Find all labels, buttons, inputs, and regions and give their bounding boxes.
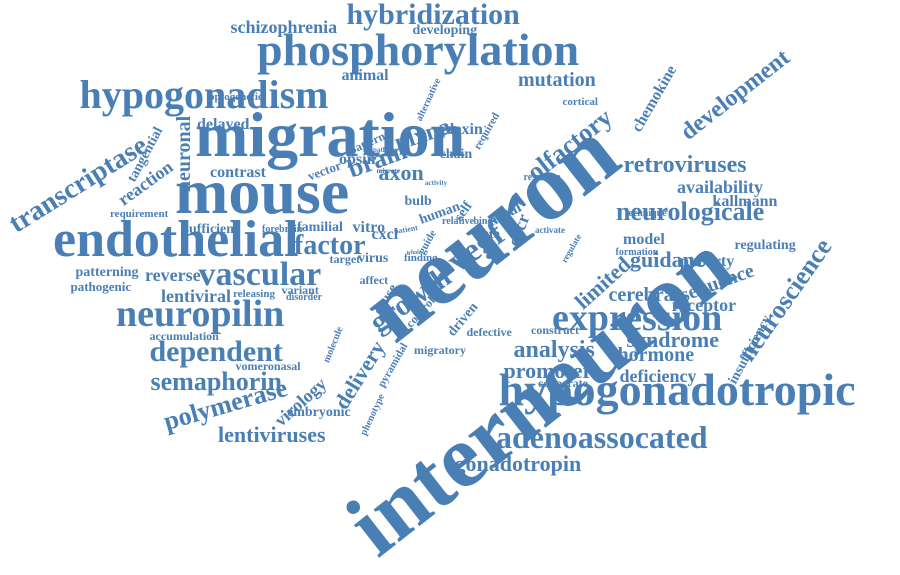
word-requirement: requirement	[110, 207, 169, 220]
word-construct: construct	[531, 323, 579, 337]
word-expression: expression	[552, 297, 723, 339]
word-pathogenic: pathogenic	[70, 278, 132, 294]
word-virus: virus	[358, 251, 389, 266]
word-receptor: receptor	[671, 295, 737, 315]
word-variant: variant	[281, 283, 319, 297]
word-availability: availability	[677, 177, 764, 197]
word-migratory: migratory	[414, 343, 466, 357]
word-cortical: cortical	[562, 95, 598, 108]
word-gonadotropin: gonadotropin	[454, 451, 582, 476]
word-neuropilin: neuropilin	[116, 293, 285, 335]
word-opsin: opsin	[339, 151, 376, 168]
word-migration: migration	[195, 99, 466, 170]
word-semaphorin: semaphorin	[150, 367, 282, 396]
word-syndrome: syndrome	[626, 327, 720, 352]
word-patterning: patterning	[75, 265, 139, 280]
word-embryonic: embryonic	[287, 405, 351, 420]
word-schizophrenia: schizophrenia	[230, 17, 338, 37]
word-delayed: delayed	[197, 116, 250, 133]
word-deficiency: deficiency	[619, 366, 697, 386]
word-bulb: bulb	[404, 194, 432, 209]
word-reverse: reverse	[145, 265, 201, 285]
word-vomeronasal: vomeronasal	[235, 359, 301, 373]
word-mouse: mouse	[175, 156, 350, 227]
word-contrast: contrast	[210, 164, 266, 181]
word-plexin: plexin	[441, 121, 483, 138]
word-affect: affect	[359, 273, 389, 287]
word-optogenetic: optogenetic	[209, 90, 263, 103]
word-finding: finding	[404, 251, 438, 264]
word-adenoassocated: adenoassocated	[496, 419, 708, 455]
word-disorder: disorder	[286, 292, 323, 303]
word-phosphorylation: phosphorylation	[257, 24, 580, 75]
word-migrate: migrate	[376, 166, 400, 175]
word-sufficient: sufficient	[183, 222, 239, 237]
word-promoter: promoter	[503, 358, 593, 383]
word-cxcl: cxcl	[371, 226, 399, 243]
word-factor: factor	[294, 230, 366, 261]
word-neuronal: neuronal	[173, 115, 196, 193]
word-whole: whole	[406, 250, 422, 256]
word-releasing: releasing	[233, 287, 275, 300]
word-kallmann: kallmann	[712, 193, 778, 210]
word-dependent: dependent	[149, 335, 283, 368]
word-bind: bind	[473, 216, 493, 227]
word-neurologicale: neurologicale	[616, 197, 765, 226]
word-retroviruses: retroviruses	[623, 152, 747, 178]
word-hormone: hormone	[617, 344, 695, 366]
word-relative: relative	[442, 216, 475, 227]
word-developing: developing	[412, 23, 478, 38]
word-response: response	[523, 172, 561, 183]
word-accumulation: accumulation	[149, 329, 219, 343]
word-chain: chain	[439, 147, 473, 162]
word-vascular: vascular	[198, 256, 322, 293]
word-pathway: pathway	[373, 145, 399, 154]
word-teste: teste	[472, 227, 500, 242]
word-cloud: interneuron neuron migration mouse phosp…	[3, 0, 856, 575]
word-forebrain: forebrain	[262, 224, 303, 235]
word-hypogonadotropic: hypogonadotropic	[498, 364, 856, 415]
word-animal: animal	[341, 67, 389, 84]
word-regulating: regulating	[734, 238, 796, 253]
word-familial: familial	[297, 220, 343, 235]
word-defective: defective	[466, 325, 512, 339]
word-chemokine: chemokine	[628, 62, 681, 135]
word-vitro: vitro	[352, 219, 386, 236]
word-analysis: analysis	[513, 337, 595, 363]
word-cerebral: cerebral	[608, 284, 680, 306]
word-guidance: guidance	[630, 247, 715, 272]
word-development: development	[675, 44, 795, 146]
word-phenotype: phenotype	[358, 392, 388, 438]
word-lentiviral: lentiviral	[161, 286, 231, 306]
word-target: target	[329, 252, 361, 266]
word-activity: activity	[425, 178, 448, 187]
word-lentiviruses: lentiviruses	[218, 422, 326, 447]
word-model: model	[623, 231, 665, 248]
word-puberty: puberty	[680, 253, 735, 270]
word-mutation: mutation	[518, 69, 596, 91]
word-technique: technique	[625, 208, 667, 219]
word-molecule: molecule	[321, 325, 346, 365]
word-activate: activate	[535, 224, 565, 235]
word-hybridization: hybridization	[346, 0, 520, 31]
word-cooperate: cooperate	[538, 376, 588, 390]
word-endothelial: endothelial	[53, 211, 299, 268]
word-axon: axon	[378, 160, 424, 185]
word-formation: formation	[615, 247, 659, 258]
word-hypogonadism: hypogonadism	[79, 72, 329, 117]
